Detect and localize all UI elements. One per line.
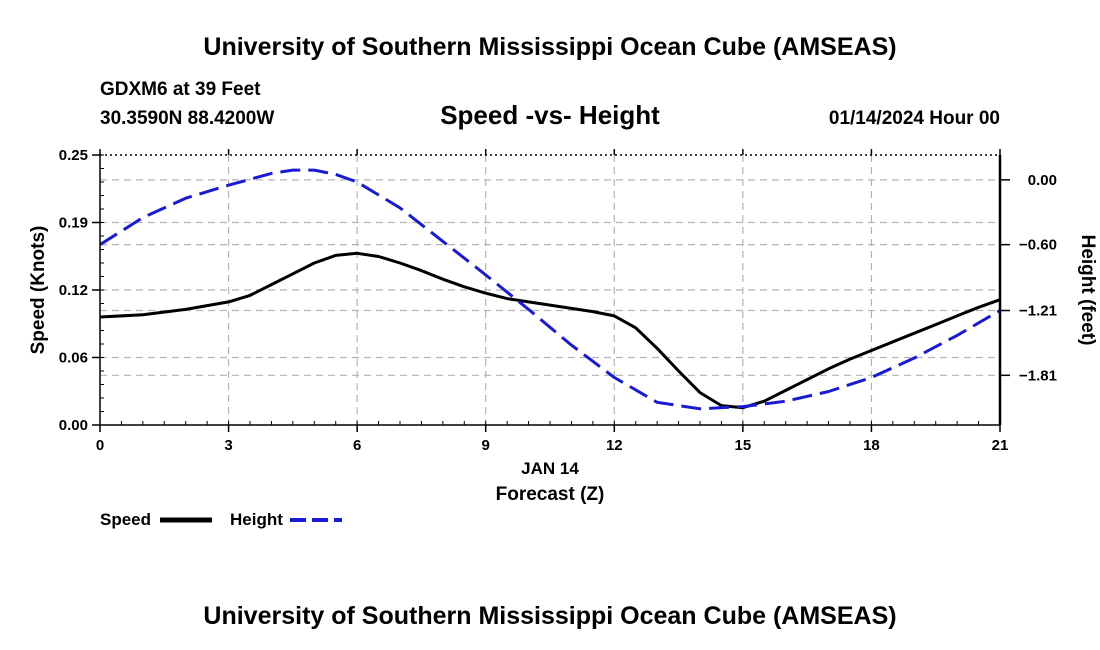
y-tick-label: 0.19: [59, 215, 88, 232]
series-lines: [99, 168, 1001, 411]
x-sublabel: JAN 14: [521, 459, 579, 478]
legend: Speed Height: [100, 510, 342, 529]
main-title: University of Southern Mississippi Ocean…: [203, 33, 896, 61]
y2-tick-label: −0.60: [1019, 237, 1057, 254]
series-line-height: [99, 168, 1001, 411]
date-label: 01/14/2024 Hour 00: [829, 108, 1000, 129]
y-tick-label: 0.25: [59, 147, 88, 164]
y-tick-label: 0.12: [59, 282, 88, 299]
y2-tick-label: −1.81: [1019, 367, 1057, 384]
x-tick-label: 6: [353, 437, 361, 454]
x-axis-label: Forecast (Z): [496, 484, 605, 505]
legend-speed-label: Speed: [100, 510, 151, 529]
grid-lines: [100, 155, 1000, 425]
tick-labels: 0 3 6 9 12 15 18 21 0.00 0.06 0.12 0.19 0.25 0.00 −0.6…: [59, 147, 1057, 454]
x-tick-label: 12: [606, 437, 623, 454]
x-tick-label: 21: [992, 437, 1009, 454]
x-tick-label: 15: [735, 437, 752, 454]
footer-title: University of Southern Mississippi Ocean…: [203, 602, 896, 630]
x-tick-label: 3: [224, 437, 232, 454]
y-tick-label: 0.00: [59, 417, 88, 434]
x-tick-label: 18: [863, 437, 880, 454]
y2-tick-label: −1.21: [1019, 303, 1057, 320]
y2-tick-label: 0.00: [1028, 172, 1057, 189]
chart-title: Speed -vs- Height: [440, 100, 660, 130]
legend-height-label: Height: [230, 510, 283, 529]
y2-axis-label: Height (feet): [1077, 235, 1098, 346]
y-tick-label: 0.06: [59, 350, 88, 367]
x-tick-label: 9: [482, 437, 490, 454]
series-line-speed: [99, 251, 1001, 410]
coordinates-label: 30.3590N 88.4200W: [100, 108, 274, 129]
x-tick-label: 0: [96, 437, 104, 454]
station-label: GDXM6 at 39 Feet: [100, 79, 261, 100]
y-axis-label: Speed (Knots): [28, 226, 49, 355]
axis-ticks: [92, 149, 1010, 432]
